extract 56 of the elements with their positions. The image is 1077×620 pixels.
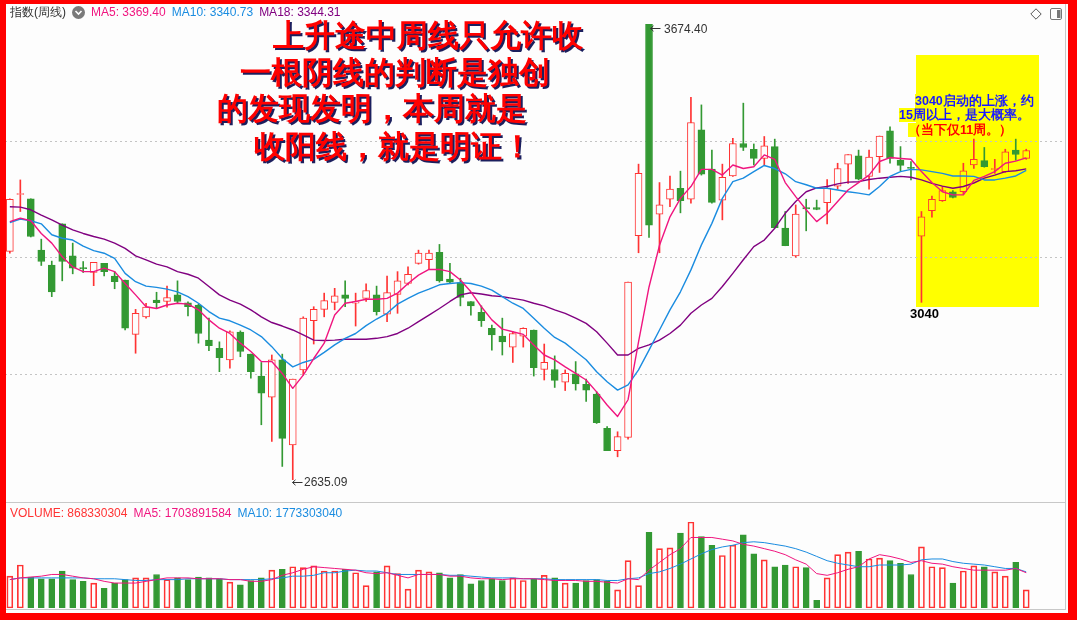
bar — [750, 553, 758, 608]
bar — [27, 576, 35, 608]
bar — [530, 578, 538, 608]
bar — [457, 574, 464, 608]
bar — [436, 572, 443, 608]
bar — [258, 577, 265, 608]
bar — [111, 582, 118, 608]
bar — [37, 578, 45, 608]
annotation: 收阳线，就是明证！ — [254, 129, 533, 164]
bar — [781, 564, 789, 608]
bar — [478, 580, 485, 608]
bar — [855, 550, 862, 608]
bar — [980, 566, 988, 608]
bar — [572, 582, 579, 608]
annotation: （当下仅11周。） — [908, 123, 1013, 137]
text: MA10: 3340.73 — [171, 5, 254, 19]
text: MA10: 1773303040 — [237, 506, 343, 520]
bar — [498, 580, 506, 608]
bar — [373, 571, 380, 608]
bar — [698, 536, 705, 608]
text: MA18: 3344.31 — [259, 5, 341, 19]
candlestick — [205, 317, 213, 351]
candlestick — [341, 280, 349, 308]
text: MA5: 1703891584 — [133, 506, 232, 520]
bar — [677, 532, 684, 608]
annotation: 3040 — [909, 306, 939, 322]
bar — [153, 574, 160, 608]
annotation: 15周以上，是大概率。 — [899, 108, 1030, 122]
text: MA5: 3369.40 — [91, 5, 166, 19]
bar — [58, 570, 66, 608]
annotation: 3674.40 — [664, 22, 708, 36]
annotation: 2635.09 — [304, 475, 348, 489]
bar — [1012, 562, 1020, 608]
bar — [593, 579, 600, 608]
chart-title: 指数(周线) — [10, 5, 66, 19]
candlestick — [739, 102, 748, 151]
bar — [48, 578, 56, 608]
text: VOLUME: 868330304 — [10, 506, 128, 520]
bar — [237, 584, 244, 608]
candlestick — [498, 317, 507, 356]
bar — [278, 568, 286, 608]
annotation: 3040启动的上涨，约 — [915, 94, 1034, 108]
annotation: 上升途中周线只允许收 — [273, 18, 583, 53]
bar — [802, 567, 810, 608]
bar — [551, 577, 559, 608]
candlestick — [970, 138, 978, 169]
bar — [69, 579, 77, 608]
annotation: 一根阴线的判断是独创 — [240, 55, 550, 90]
bar — [195, 576, 202, 608]
bar — [174, 577, 181, 608]
bar — [897, 562, 904, 608]
bar — [739, 534, 747, 608]
bar — [216, 578, 223, 608]
bar — [79, 581, 87, 608]
bar — [771, 566, 779, 608]
annotation: 的发现发明，本周就是 — [217, 91, 527, 126]
